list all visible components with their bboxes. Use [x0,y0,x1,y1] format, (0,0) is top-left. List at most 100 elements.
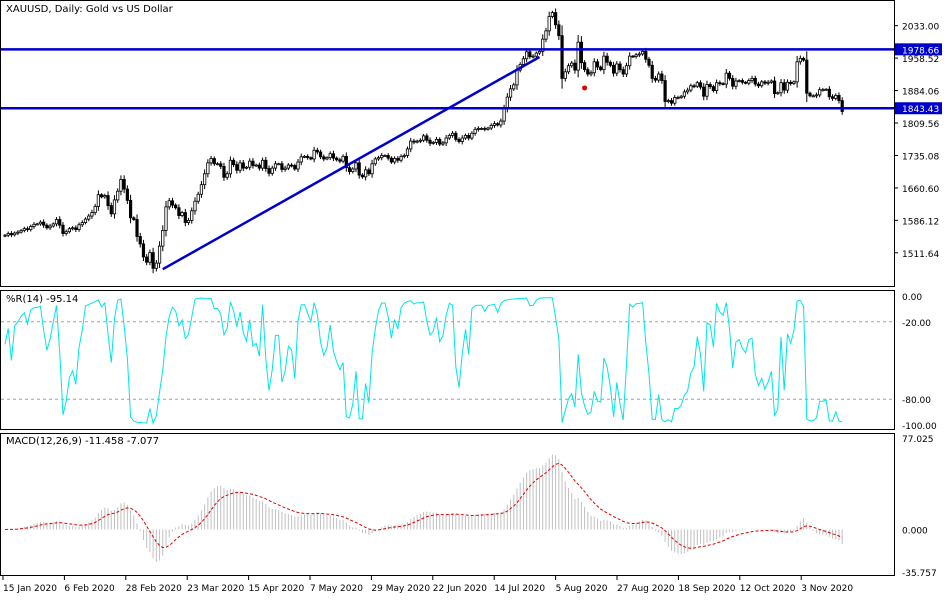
candle [734,77,738,90]
candle [405,146,410,158]
candle [51,222,55,228]
candle [264,156,268,172]
candle [695,80,699,88]
candle [763,80,767,86]
horizontal-level-badge [895,102,942,115]
candle [579,36,583,69]
candle [215,162,220,166]
candle [467,133,471,141]
candle [341,154,345,164]
candle [48,223,52,230]
candle [541,34,545,57]
candle [689,83,693,93]
candle [257,162,261,171]
candle [441,141,445,146]
macd-title: MACD(12,26,9) -11.458 -7.077 [6,436,159,447]
time-tick-label: 15 Apr 2020 [249,584,305,594]
williams-r-pane: %R(14) -95.14 0.00 -20.00 -80.00 -100.00 [0,290,937,432]
candle [557,20,561,41]
candle [61,222,65,237]
candle [331,150,336,162]
candle [167,197,171,210]
candle [232,157,236,168]
time-tick-label: 15 Jan 2020 [3,584,57,594]
candle [386,153,390,161]
candle [248,158,252,171]
time-tick-label: 14 Jul 2020 [494,584,545,594]
candle [814,92,819,99]
price-tick-label: 1660.60 [902,185,939,195]
candle [35,222,39,226]
candle [64,229,68,236]
candle [615,61,619,77]
candle [785,79,790,94]
candle [676,95,680,100]
candle [157,241,162,268]
candle [711,84,716,93]
candle [74,225,78,232]
price-tick-label: 1511.64 [902,250,939,260]
candle [32,222,36,229]
candle [383,154,387,157]
candle [54,217,59,227]
williams-r-tick-label: 0.00 [902,293,922,303]
candle [399,154,403,163]
candle [631,55,635,58]
candle [83,217,88,225]
candle [186,217,191,226]
candle [109,202,113,217]
candle [222,162,226,181]
candle [444,134,448,146]
candle [289,163,294,168]
candle [3,233,7,238]
candle [212,156,216,166]
candle [364,166,368,181]
candle [724,69,728,89]
candle [322,154,326,162]
candle [286,163,290,171]
candle [827,86,831,100]
candle [460,135,464,145]
candle [283,165,287,172]
williams-r-tick-label: -20.00 [902,319,931,329]
candle [344,152,348,172]
candle [376,155,381,161]
candle [682,89,687,99]
candle [508,84,513,101]
candle [280,161,284,173]
candle [235,161,239,174]
trendline[interactable] [162,55,541,271]
candle [196,191,200,204]
candle [360,173,365,179]
candle [721,82,725,86]
candle [67,226,71,234]
candle [821,87,825,92]
candle [811,94,815,98]
macd-pane: MACD(12,26,9) -11.458 -7.077 77.025 0.000… [0,433,937,579]
time-axis: 15 Jan 2020 6 Feb 2020 28 Feb 2020 23 Mar 2… [2,576,853,594]
candle [251,158,255,169]
candle [489,123,493,131]
candle [315,147,319,155]
candle [396,156,400,163]
macd-tick-label: -35.757 [902,569,937,579]
candle [380,152,384,161]
macd-signal-line [4,462,843,549]
candle [492,121,497,128]
trendline-group[interactable] [162,55,541,271]
candle [666,98,670,104]
candle [347,164,352,175]
candle [71,226,75,231]
time-tick-label: 27 Aug 2020 [617,584,675,594]
williams-r-tick-label: -80.00 [902,396,931,406]
candle [450,130,455,138]
candle [370,159,374,178]
candle [29,224,33,232]
candle [77,222,81,232]
time-tick-label: 7 May 2020 [310,584,363,594]
candle [225,171,229,180]
time-tick-label: 22 Jun 2020 [433,584,487,594]
candle [96,190,100,211]
candle [792,80,796,86]
